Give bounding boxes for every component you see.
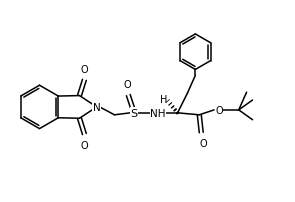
Text: O: O (81, 65, 88, 75)
Text: O: O (124, 80, 131, 90)
Text: O: O (199, 139, 207, 149)
Text: NH: NH (150, 108, 165, 118)
Text: O: O (215, 105, 223, 115)
Text: H: H (160, 95, 168, 104)
Text: O: O (81, 140, 88, 150)
Text: N: N (93, 102, 101, 112)
Text: S: S (131, 108, 138, 118)
